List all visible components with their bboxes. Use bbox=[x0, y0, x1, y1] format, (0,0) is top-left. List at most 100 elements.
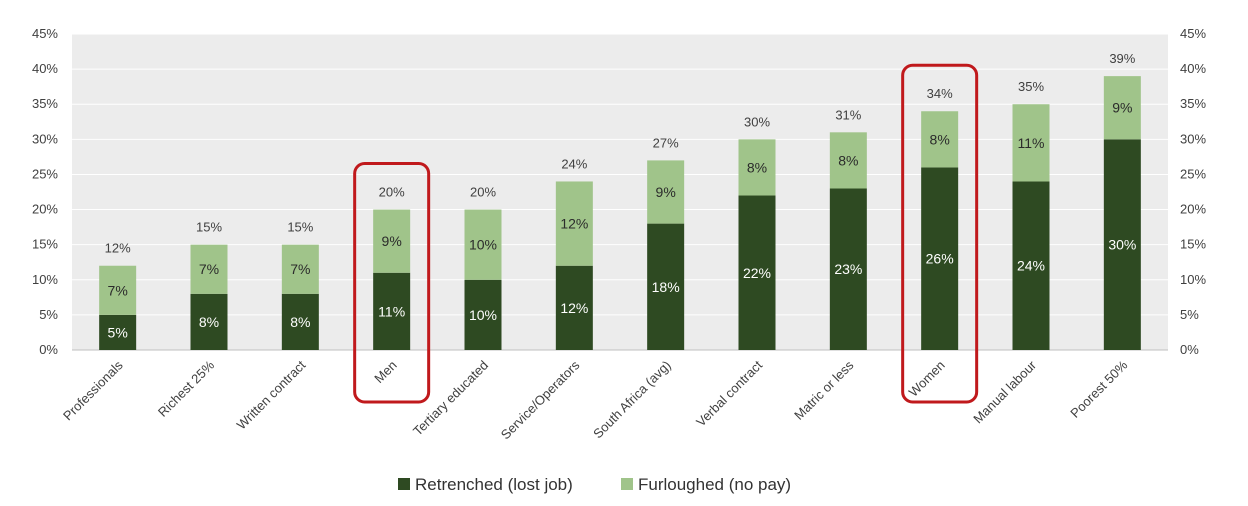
total-label: 35% bbox=[1018, 79, 1044, 94]
bar-furloughed bbox=[190, 244, 228, 294]
highlight-box bbox=[901, 63, 979, 404]
category-label: Service/Operators bbox=[498, 357, 583, 442]
total-label: 27% bbox=[653, 135, 679, 150]
data-label-retrenched: 23% bbox=[834, 261, 862, 277]
data-label-retrenched: 8% bbox=[290, 314, 310, 330]
total-label: 31% bbox=[835, 107, 861, 122]
total-label: 24% bbox=[561, 156, 587, 171]
y-tick-label-right: 25% bbox=[1180, 166, 1206, 181]
legend: Retrenched (lost job) Furloughed (no pay) bbox=[398, 475, 791, 494]
gridlines bbox=[72, 33, 1168, 351]
legend-swatch-furloughed bbox=[621, 478, 633, 490]
bar-furloughed bbox=[647, 160, 685, 224]
data-label-retrenched: 18% bbox=[652, 279, 680, 295]
y-tick-label: 40% bbox=[32, 61, 58, 76]
category-label: South Africa (avg) bbox=[590, 358, 674, 442]
y-axis-right: 0% 5% 10% 15% 20% 25% 30% 35% 40% 45% bbox=[1180, 26, 1206, 357]
data-label-furloughed: 7% bbox=[290, 261, 310, 277]
y-tick-label: 5% bbox=[39, 307, 58, 322]
data-label-retrenched: 24% bbox=[1017, 258, 1045, 274]
y-tick-label: 20% bbox=[32, 202, 58, 217]
data-label-retrenched: 5% bbox=[108, 324, 128, 340]
bar-furloughed bbox=[99, 265, 137, 315]
data-label-furloughed: 9% bbox=[382, 233, 402, 249]
y-tick-label-right: 30% bbox=[1180, 131, 1206, 146]
bar-furloughed bbox=[464, 209, 502, 280]
bar-furloughed bbox=[281, 244, 319, 294]
y-tick-label: 15% bbox=[32, 237, 58, 252]
y-tick-label: 0% bbox=[39, 342, 58, 357]
y-tick-label-right: 15% bbox=[1180, 237, 1206, 252]
bar-furloughed bbox=[1103, 76, 1141, 140]
bar-furloughed bbox=[1012, 104, 1050, 182]
bar-retrenched bbox=[1103, 139, 1141, 350]
data-label-furloughed: 9% bbox=[656, 184, 676, 200]
y-tick-label: 45% bbox=[32, 26, 58, 41]
total-label: 39% bbox=[1109, 51, 1135, 66]
bar-retrenched bbox=[373, 272, 411, 350]
bar-retrenched bbox=[738, 195, 776, 350]
total-label: 20% bbox=[470, 185, 496, 200]
y-tick-label: 10% bbox=[32, 272, 58, 287]
data-label-retrenched: 11% bbox=[378, 303, 405, 319]
bar-retrenched bbox=[190, 293, 228, 350]
total-label: 30% bbox=[744, 114, 770, 129]
category-label: Women bbox=[906, 358, 948, 400]
y-tick-label-right: 40% bbox=[1180, 61, 1206, 76]
y-tick-label-right: 45% bbox=[1180, 26, 1206, 41]
x-axis-labels: Professionals Richest 25% Written contract… bbox=[60, 357, 1131, 442]
data-label-furloughed: 8% bbox=[838, 152, 858, 168]
data-label-furloughed: 8% bbox=[930, 131, 950, 147]
category-label: Tertiary educated bbox=[410, 358, 491, 439]
bar-furloughed bbox=[921, 111, 959, 168]
data-label-retrenched: 8% bbox=[199, 314, 219, 330]
bar-furloughed bbox=[555, 181, 593, 266]
category-label: Richest 25% bbox=[155, 357, 218, 420]
total-label: 15% bbox=[196, 220, 222, 235]
plot-background bbox=[72, 34, 1168, 350]
category-label: Written contract bbox=[234, 357, 309, 432]
data-label-retrenched: 22% bbox=[743, 265, 771, 281]
total-label: 34% bbox=[927, 86, 953, 101]
y-tick-label-right: 35% bbox=[1180, 96, 1206, 111]
y-tick-label: 25% bbox=[32, 166, 58, 181]
total-label: 15% bbox=[287, 220, 313, 235]
bar-retrenched bbox=[1012, 181, 1050, 350]
total-label: 12% bbox=[105, 241, 131, 256]
data-label-furloughed: 11% bbox=[1018, 135, 1045, 151]
bar-retrenched bbox=[647, 223, 685, 350]
category-label: Matric or less bbox=[791, 357, 857, 423]
data-label-retrenched: 10% bbox=[469, 307, 497, 323]
category-label: Professionals bbox=[60, 357, 126, 423]
bar-furloughed bbox=[829, 132, 867, 189]
bar-furloughed bbox=[738, 139, 776, 196]
data-label-furloughed: 7% bbox=[199, 261, 219, 277]
y-tick-label: 35% bbox=[32, 96, 58, 111]
y-tick-label-right: 20% bbox=[1180, 202, 1206, 217]
data-label-furloughed: 9% bbox=[1112, 100, 1132, 116]
y-tick-label: 30% bbox=[32, 131, 58, 146]
data-label-furloughed: 12% bbox=[560, 216, 588, 232]
y-tick-label-right: 10% bbox=[1180, 272, 1206, 287]
highlight-box bbox=[353, 162, 431, 404]
bar-retrenched bbox=[99, 314, 137, 350]
y-axis-left: 0% 5% 10% 15% 20% 25% 30% 35% 40% 45% bbox=[32, 26, 58, 357]
data-label-furloughed: 10% bbox=[469, 237, 497, 253]
category-label: Verbal contract bbox=[693, 357, 765, 429]
data-label-furloughed: 7% bbox=[108, 282, 128, 298]
bars: 5% 7% 12% 8% 7% 15% 8% 7% 15% 11% 9% 20% 10% 10% 20% 12… bbox=[99, 51, 1141, 350]
data-label-retrenched: 26% bbox=[926, 251, 954, 267]
highlight-boxes bbox=[353, 63, 979, 404]
bar-retrenched bbox=[921, 167, 959, 350]
y-tick-label-right: 0% bbox=[1180, 342, 1199, 357]
bar-retrenched bbox=[464, 279, 502, 350]
data-label-retrenched: 30% bbox=[1108, 237, 1136, 253]
total-label: 20% bbox=[379, 185, 405, 200]
legend-swatch-retrenched bbox=[398, 478, 410, 490]
bar-retrenched bbox=[281, 293, 319, 350]
bar-furloughed bbox=[373, 209, 411, 273]
legend-label-retrenched: Retrenched (lost job) bbox=[415, 475, 573, 494]
category-label: Poorest 50% bbox=[1067, 357, 1131, 421]
bar-retrenched bbox=[555, 265, 593, 350]
